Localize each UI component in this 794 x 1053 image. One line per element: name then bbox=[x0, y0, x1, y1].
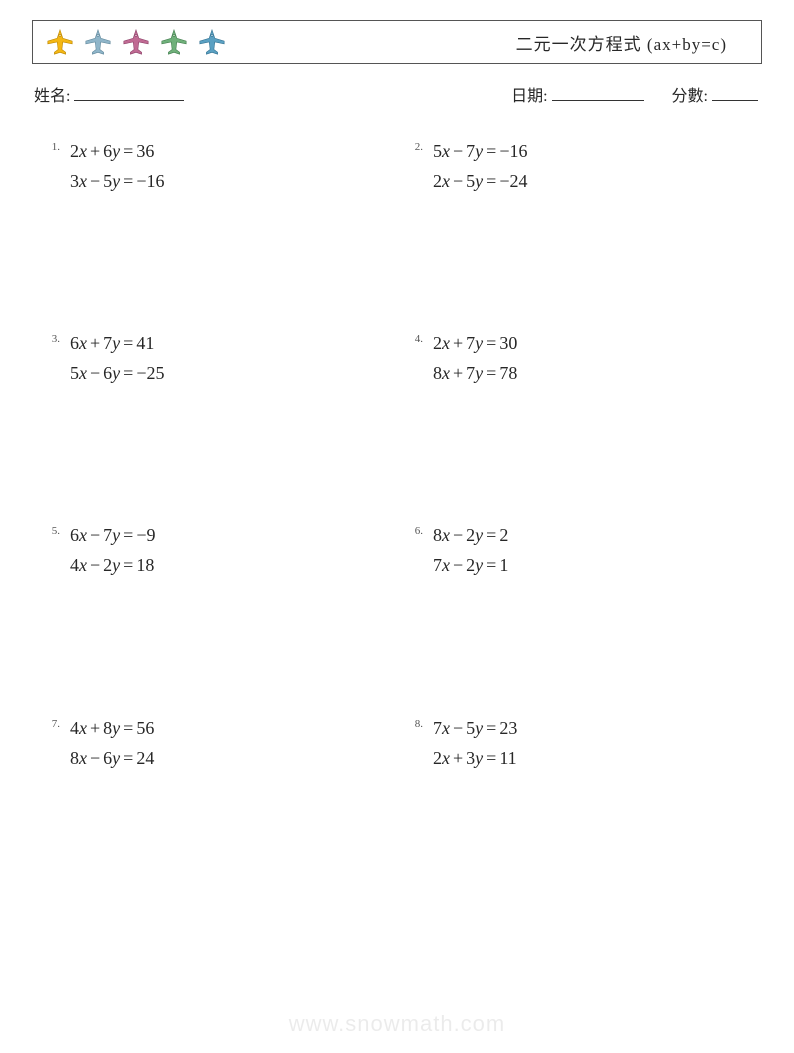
problem-number: 6. bbox=[407, 522, 423, 537]
problem-number: 3. bbox=[44, 330, 60, 345]
equation: 3x−5y=−16 bbox=[70, 168, 164, 194]
equation: 8x+7y=78 bbox=[433, 360, 517, 386]
equation: 5x−6y=−25 bbox=[70, 360, 164, 386]
icon-row bbox=[45, 27, 227, 57]
equation: 5x−7y=−16 bbox=[433, 138, 527, 164]
date-field: 日期: bbox=[511, 82, 643, 106]
problem-number: 2. bbox=[407, 138, 423, 153]
problem: 7. 4x+8y=56 8x−6y=24 bbox=[44, 715, 387, 771]
name-blank bbox=[74, 84, 184, 101]
info-row: 姓名: 日期: 分數: bbox=[32, 82, 762, 106]
equation: 2x+6y=36 bbox=[70, 138, 164, 164]
equation: 6x−7y=−9 bbox=[70, 522, 155, 548]
airplane-icon bbox=[121, 27, 151, 57]
equation: 2x+3y=11 bbox=[433, 745, 517, 771]
problem-equations: 7x−5y=23 2x+3y=11 bbox=[433, 715, 517, 771]
problem-number: 5. bbox=[44, 522, 60, 537]
date-blank bbox=[552, 84, 644, 101]
equation: 7x−2y=1 bbox=[433, 552, 508, 578]
header-box: 二元一次方程式 (ax+by=c) bbox=[32, 20, 762, 64]
info-right: 日期: 分數: bbox=[511, 82, 758, 106]
problem-number: 4. bbox=[407, 330, 423, 345]
problem-number: 7. bbox=[44, 715, 60, 730]
problem-equations: 8x−2y=2 7x−2y=1 bbox=[433, 522, 508, 578]
airplane-icon bbox=[197, 27, 227, 57]
problem: 6. 8x−2y=2 7x−2y=1 bbox=[407, 522, 750, 578]
worksheet-page: 二元一次方程式 (ax+by=c) 姓名: 日期: 分數: 1. 2x+6y=3… bbox=[0, 0, 794, 771]
airplane-icon bbox=[83, 27, 113, 57]
problem-equations: 2x+7y=30 8x+7y=78 bbox=[433, 330, 517, 386]
score-blank bbox=[712, 84, 758, 101]
equation: 2x+7y=30 bbox=[433, 330, 517, 356]
problem: 5. 6x−7y=−9 4x−2y=18 bbox=[44, 522, 387, 578]
problem-equations: 2x+6y=36 3x−5y=−16 bbox=[70, 138, 164, 194]
equation: 8x−6y=24 bbox=[70, 745, 154, 771]
equation: 6x+7y=41 bbox=[70, 330, 164, 356]
airplane-icon bbox=[159, 27, 189, 57]
date-label: 日期: bbox=[511, 88, 547, 105]
equation: 2x−5y=−24 bbox=[433, 168, 527, 194]
score-field: 分數: bbox=[672, 82, 758, 106]
problem: 4. 2x+7y=30 8x+7y=78 bbox=[407, 330, 750, 386]
problem: 1. 2x+6y=36 3x−5y=−16 bbox=[44, 138, 387, 194]
equation: 7x−5y=23 bbox=[433, 715, 517, 741]
problem-equations: 4x+8y=56 8x−6y=24 bbox=[70, 715, 154, 771]
problem: 3. 6x+7y=41 5x−6y=−25 bbox=[44, 330, 387, 386]
watermark: www.snowmath.com bbox=[0, 1011, 794, 1037]
problem: 8. 7x−5y=23 2x+3y=11 bbox=[407, 715, 750, 771]
airplane-icon bbox=[45, 27, 75, 57]
score-label: 分數: bbox=[672, 88, 708, 105]
problem-number: 1. bbox=[44, 138, 60, 153]
equation: 8x−2y=2 bbox=[433, 522, 508, 548]
problem-equations: 6x−7y=−9 4x−2y=18 bbox=[70, 522, 155, 578]
equation: 4x+8y=56 bbox=[70, 715, 154, 741]
equation: 4x−2y=18 bbox=[70, 552, 155, 578]
name-label: 姓名: bbox=[34, 88, 70, 105]
problem-number: 8. bbox=[407, 715, 423, 730]
worksheet-title: 二元一次方程式 (ax+by=c) bbox=[516, 30, 749, 55]
problem-equations: 5x−7y=−16 2x−5y=−24 bbox=[433, 138, 527, 194]
name-field: 姓名: bbox=[34, 82, 184, 106]
problems-grid: 1. 2x+6y=36 3x−5y=−16 2. 5x−7y=−16 2x−5y… bbox=[32, 138, 762, 771]
problem: 2. 5x−7y=−16 2x−5y=−24 bbox=[407, 138, 750, 194]
problem-equations: 6x+7y=41 5x−6y=−25 bbox=[70, 330, 164, 386]
